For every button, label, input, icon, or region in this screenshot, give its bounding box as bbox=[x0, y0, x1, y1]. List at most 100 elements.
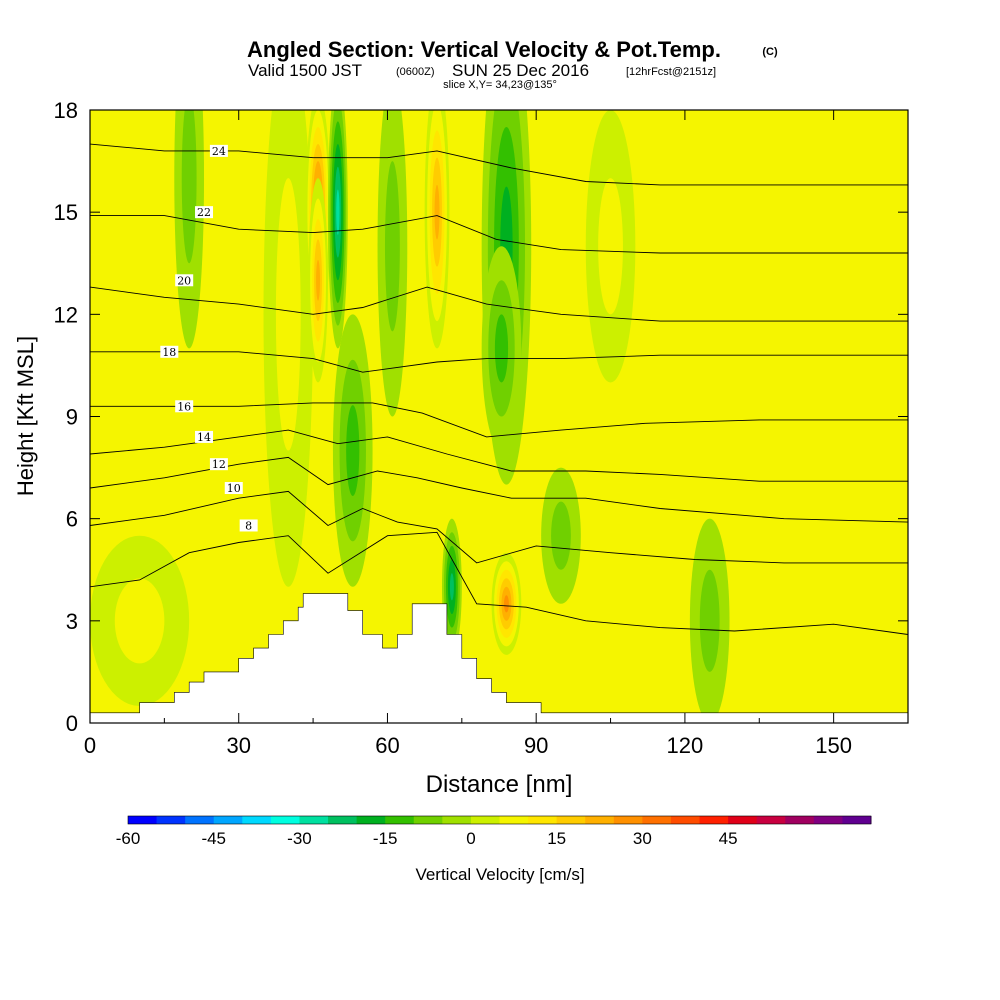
chart-title-mark: (C) bbox=[762, 46, 778, 58]
colorbar-swatch-13 bbox=[499, 816, 529, 824]
colorbar-swatch-20 bbox=[699, 816, 729, 824]
x-axis: 0 30 60 90 120 150 bbox=[84, 110, 852, 758]
colorbar-swatch-18 bbox=[642, 816, 672, 824]
velocity-cell-6-2 bbox=[384, 161, 400, 332]
theta-contour-10 bbox=[90, 490, 908, 564]
contour-label-box-12 bbox=[209, 458, 228, 471]
y-tick-label-18: 18 bbox=[54, 98, 78, 123]
contour-label-box-16 bbox=[175, 400, 194, 413]
contour-label-24: 24 bbox=[212, 145, 226, 158]
velocity-cell-1-2 bbox=[275, 178, 301, 451]
y-tick-label-3: 3 bbox=[66, 609, 78, 634]
contour-label-box-10 bbox=[224, 482, 243, 495]
colorbar-swatch-9 bbox=[385, 816, 415, 824]
colorbar-tick--30: -30 bbox=[287, 829, 312, 848]
x-tick-label-60: 60 bbox=[375, 733, 399, 758]
theta-contour-22 bbox=[90, 215, 908, 254]
x-axis-label: Distance [nm] bbox=[426, 771, 573, 798]
colorbar-swatch-21 bbox=[728, 816, 758, 824]
colorbar-swatch-16 bbox=[585, 816, 615, 824]
velocity-cell-12-2 bbox=[551, 501, 571, 570]
y-tick-label-0: 0 bbox=[66, 711, 78, 736]
x-tick-label-120: 120 bbox=[667, 733, 704, 758]
theta-contour-18 bbox=[90, 351, 908, 373]
y-tick-label-12: 12 bbox=[54, 302, 78, 327]
y-tick-label-6: 6 bbox=[66, 507, 78, 532]
contour-label-10: 10 bbox=[227, 482, 241, 495]
velocity-cell-3-5 bbox=[316, 259, 321, 301]
y-tick-label-9: 9 bbox=[66, 405, 78, 430]
colorbar-swatch-17 bbox=[613, 816, 643, 824]
colorbar-swatch-11 bbox=[442, 816, 472, 824]
colorbar-frame bbox=[127, 815, 872, 825]
colorbar-swatch-3 bbox=[213, 816, 243, 824]
colorbar-swatch-0 bbox=[128, 816, 158, 824]
y-axis-label: Height [Kft MSL] bbox=[13, 336, 38, 496]
velocity-cell-13-2 bbox=[598, 178, 623, 315]
colorbar-swatch-14 bbox=[528, 816, 558, 824]
theta-contour-14 bbox=[90, 429, 908, 482]
theta-contours bbox=[90, 143, 908, 635]
velocity-cell-15-2 bbox=[181, 110, 197, 264]
theta-contour-16 bbox=[90, 402, 908, 438]
velocity-cell-7-5 bbox=[434, 184, 440, 240]
colorbar-tick--45: -45 bbox=[201, 829, 226, 848]
x-tick-label-90: 90 bbox=[524, 733, 548, 758]
x-tick-label-150: 150 bbox=[815, 733, 852, 758]
colorbar-swatch-1 bbox=[156, 816, 186, 824]
y-tick-label-15: 15 bbox=[54, 200, 78, 225]
subtitle-valid: Valid 1500 JST bbox=[248, 61, 362, 80]
velocity-cell-8-5 bbox=[449, 573, 454, 601]
colorbar-swatch-8 bbox=[356, 816, 386, 824]
colorbar-swatch-25 bbox=[842, 816, 872, 824]
x-tick-label-30: 30 bbox=[226, 733, 250, 758]
contour-label-box-20 bbox=[175, 274, 194, 287]
colorbar-swatch-10 bbox=[413, 816, 443, 824]
colorbar-swatch-7 bbox=[328, 816, 358, 824]
slice-label: slice X,Y= 34,23@135° bbox=[443, 79, 557, 91]
contour-label-box-14 bbox=[195, 430, 214, 443]
colorbar-label: Vertical Velocity [cm/s] bbox=[415, 865, 584, 884]
contour-label-box-24 bbox=[209, 144, 228, 157]
colorbar-tick--60: -60 bbox=[116, 829, 141, 848]
contour-label-box-22 bbox=[195, 206, 214, 219]
colorbar-swatch-22 bbox=[756, 816, 786, 824]
colorbar: -60 -45 -30 -15 0 15 30 45 bbox=[116, 815, 872, 848]
contour-label-18: 18 bbox=[162, 346, 176, 359]
colorbar-swatch-4 bbox=[242, 816, 272, 824]
colorbar-swatch-5 bbox=[270, 816, 300, 824]
theta-contour-20 bbox=[90, 286, 908, 322]
contour-label-16: 16 bbox=[177, 400, 191, 413]
colorbar-swatch-19 bbox=[670, 816, 701, 824]
colorbar-tick-15: 15 bbox=[547, 829, 566, 848]
colorbar-tick-30: 30 bbox=[633, 829, 652, 848]
contour-label-22: 22 bbox=[197, 206, 211, 219]
colorbar-swatch-23 bbox=[785, 816, 815, 824]
colorbar-tick--15: -15 bbox=[373, 829, 398, 848]
contour-label-box-18 bbox=[160, 345, 179, 358]
colorbar-swatch-6 bbox=[299, 816, 329, 824]
contour-label-8: 8 bbox=[245, 519, 252, 532]
chart-title: Angled Section: Vertical Velocity & Pot.… bbox=[247, 37, 721, 62]
contour-label-20: 20 bbox=[177, 274, 191, 287]
colorbar-tick-45: 45 bbox=[719, 829, 738, 848]
y-axis: 0 3 6 9 12 15 18 bbox=[54, 98, 908, 736]
velocity-cell-0-2 bbox=[114, 578, 165, 664]
velocity-cell-4-6 bbox=[336, 189, 340, 235]
colorbar-swatch-15 bbox=[556, 816, 586, 824]
theta-contour-8 bbox=[90, 531, 908, 635]
colorbar-tick-0: 0 bbox=[466, 829, 475, 848]
terrain-mask bbox=[90, 593, 908, 723]
x-tick-label-0: 0 bbox=[84, 733, 96, 758]
subtitle-utc: (0600Z) bbox=[396, 66, 435, 78]
subtitle-date: SUN 25 Dec 2016 bbox=[452, 61, 589, 80]
colorbar-swatch-2 bbox=[185, 816, 215, 824]
velocity-cell-11-6 bbox=[503, 595, 509, 613]
velocity-cell-5-3 bbox=[346, 405, 360, 496]
velocity-cell-14-2 bbox=[699, 569, 720, 672]
subtitle-forecast: [12hrFcst@2151z] bbox=[626, 66, 716, 78]
contour-label-14: 14 bbox=[197, 431, 211, 444]
